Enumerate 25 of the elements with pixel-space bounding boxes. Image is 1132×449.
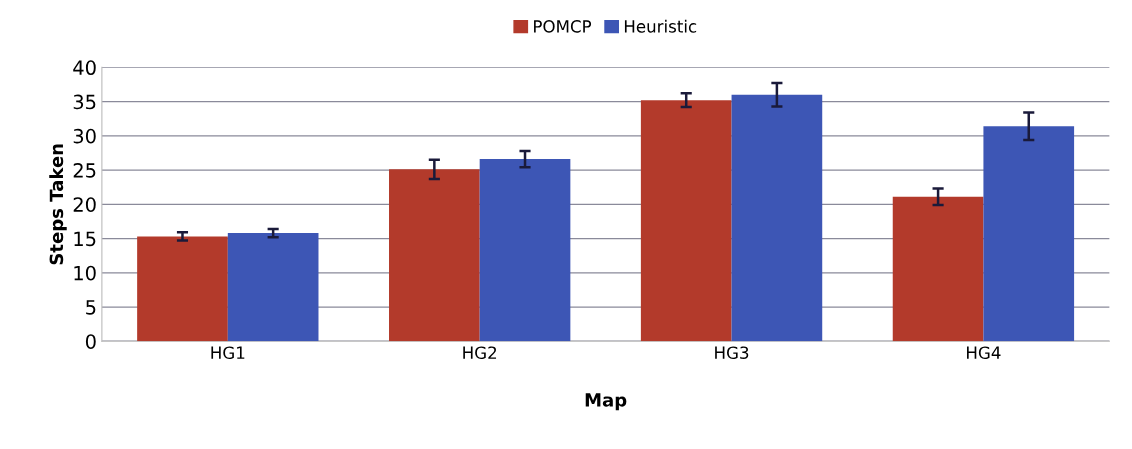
legend-label: Heuristic (624, 19, 697, 33)
bar (227, 233, 319, 342)
y-tick-label: 25 (73, 163, 96, 178)
x-axis-title: Map (585, 393, 627, 411)
x-tick-label: HG3 (715, 346, 749, 359)
bar (892, 196, 984, 342)
y-tick-label: 30 (73, 128, 96, 144)
bar (731, 94, 823, 342)
bar (137, 236, 228, 342)
x-tick-label: HG1 (211, 346, 245, 359)
x-tick-label: HG4 (967, 346, 1001, 359)
y-tick-label: 40 (73, 60, 96, 76)
bar (640, 100, 732, 342)
bar (479, 159, 571, 342)
y-axis-title: Steps Taken (49, 144, 67, 265)
bar (389, 169, 480, 342)
y-tick-label: 35 (73, 94, 96, 110)
bar (983, 126, 1075, 342)
y-tick-label: 10 (74, 265, 96, 281)
y-tick-label: 5 (86, 300, 96, 315)
y-tick-label: 0 (85, 334, 96, 349)
y-tick-label: 20 (73, 197, 96, 212)
x-tick-label: HG2 (463, 346, 497, 359)
y-tick-label: 15 (74, 231, 96, 247)
legend-label: POMCP (534, 20, 592, 33)
